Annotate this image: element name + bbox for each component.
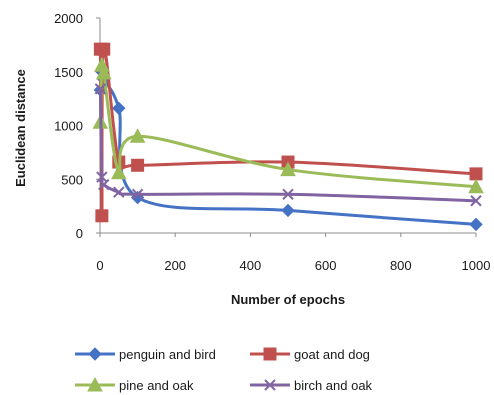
data-point bbox=[112, 101, 126, 116]
legend-swatch-marker bbox=[87, 376, 103, 392]
x-tick-label: 0 bbox=[96, 258, 103, 273]
data-point bbox=[113, 186, 125, 198]
legend-label: penguin and bird bbox=[119, 347, 216, 362]
series-line bbox=[98, 69, 477, 226]
data-point bbox=[129, 128, 146, 143]
data-point bbox=[131, 158, 145, 172]
y-tick-label: 1000 bbox=[54, 119, 83, 134]
legend-label: pine and oak bbox=[119, 378, 194, 393]
series-penguin-and-bird bbox=[93, 65, 483, 232]
data-point bbox=[98, 178, 110, 191]
data-point bbox=[94, 83, 107, 95]
y-tick-label: 1500 bbox=[54, 65, 83, 80]
x-ticks: 0 200 400 600 800 1000 bbox=[96, 233, 490, 273]
data-point bbox=[95, 209, 109, 223]
series-pine-and-oak bbox=[92, 57, 484, 194]
data-point bbox=[469, 217, 483, 232]
y-tick-label: 0 bbox=[76, 226, 83, 241]
series-birch-and-oak bbox=[94, 83, 482, 207]
legend-swatch-marker bbox=[264, 379, 276, 391]
data-point bbox=[131, 188, 144, 201]
x-tick-label: 600 bbox=[315, 258, 337, 273]
series-layer bbox=[92, 42, 484, 232]
series-line bbox=[98, 88, 477, 203]
legend-swatch-marker bbox=[88, 347, 102, 361]
data-point bbox=[282, 188, 294, 201]
legend-item: birch and oak bbox=[250, 378, 373, 393]
legend: penguin and bird goat and dog pine and oak… bbox=[75, 347, 373, 393]
x-tick-label: 1000 bbox=[462, 258, 491, 273]
y-axis-title: Euclidean distance bbox=[13, 69, 28, 187]
y-tick-label: 500 bbox=[61, 172, 83, 187]
data-point bbox=[280, 161, 296, 177]
data-point bbox=[468, 178, 484, 194]
data-point bbox=[469, 167, 483, 181]
x-tick-label: 800 bbox=[390, 258, 412, 273]
series-line bbox=[98, 47, 477, 218]
data-point bbox=[470, 195, 482, 207]
x-tick-label: 400 bbox=[240, 258, 262, 273]
x-tick-label: 200 bbox=[164, 258, 186, 273]
data-point bbox=[97, 42, 111, 56]
legend-item: goat and dog bbox=[250, 347, 370, 362]
legend-item: penguin and bird bbox=[75, 347, 216, 362]
legend-label: birch and oak bbox=[294, 378, 373, 393]
y-tick-label: 2000 bbox=[54, 11, 83, 26]
legend-label: goat and dog bbox=[294, 347, 370, 362]
legend-swatch-marker bbox=[263, 347, 277, 361]
legend-item: pine and oak bbox=[75, 376, 194, 393]
data-point bbox=[110, 164, 127, 180]
data-point bbox=[281, 203, 295, 218]
x-axis-title: Number of epochs bbox=[231, 292, 345, 307]
y-ticks: 0 500 1000 1500 2000 bbox=[54, 11, 100, 241]
data-point bbox=[95, 64, 112, 80]
